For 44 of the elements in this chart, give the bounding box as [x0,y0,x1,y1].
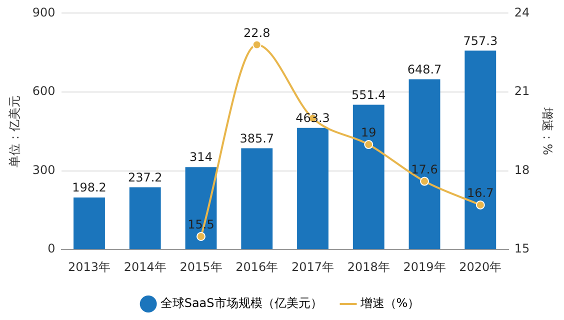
x-tick-label: 2020年 [459,260,502,274]
y-tick-label: 600 [32,84,56,98]
y2-tick-label: 21 [514,84,530,98]
data-label: 19 [360,126,376,140]
y2-axis-title: 增速：% [540,106,555,156]
data-label: 22.8 [244,26,270,40]
point [252,40,262,50]
x-tick-label: 2015年 [180,260,222,274]
y-axis-title: 单位：亿美元 [7,95,22,168]
bar [352,104,384,250]
point [364,140,374,150]
bar [74,198,105,250]
point [476,200,485,210]
x-tick-label: 2017年 [291,260,334,274]
data-label: 16.7 [467,186,494,200]
bar [185,167,217,250]
y-tick-label: 300 [32,162,56,177]
data-label: 551.4 [351,88,386,102]
data-label: 17.6 [411,162,438,176]
data-label: 314 [190,150,212,164]
point [420,176,430,186]
x-tick-label: 2014年 [124,260,166,274]
y-tick-label: 900 [32,5,56,20]
y2-tick-label: 15 [514,242,530,256]
legend-label: 全球SaaS市场规模（亿美元） [160,296,322,310]
bar [464,50,496,250]
data-label: 648.7 [407,62,442,76]
data-label: 237.2 [128,170,162,184]
data-label: 198.2 [72,180,106,195]
x-tick-label: 2013年 [68,260,111,274]
data-label: 757.3 [463,34,498,48]
x-tick-label: 2016年 [236,260,278,274]
y-tick-label: 0 [48,242,56,256]
point [196,232,206,241]
bar [241,148,273,250]
data-label: 385.7 [240,131,274,146]
legend-label: 增速（%） [359,296,420,310]
x-tick-label: 2018年 [347,260,390,274]
bar [408,79,440,250]
x-tick-label: 2019年 [403,260,446,274]
y2-tick-label: 24 [514,5,530,20]
y2-tick-label: 18 [514,162,530,177]
bar [129,187,161,250]
bar [297,128,328,250]
